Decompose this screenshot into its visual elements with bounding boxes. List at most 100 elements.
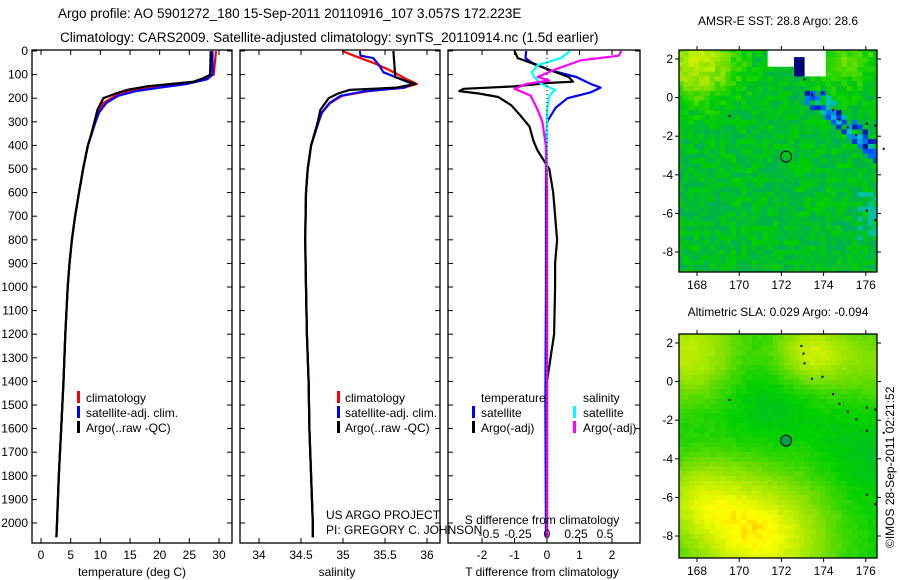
map-cell bbox=[762, 264, 769, 270]
map-cell bbox=[815, 254, 821, 261]
map-cell bbox=[867, 394, 874, 400]
map-cell bbox=[867, 461, 874, 468]
map-cell bbox=[857, 365, 864, 371]
map-cell bbox=[783, 100, 790, 106]
map-cell bbox=[714, 408, 721, 414]
map-cell bbox=[751, 485, 758, 492]
map-cell bbox=[736, 432, 742, 439]
map-cell bbox=[873, 206, 877, 212]
map-cell bbox=[794, 129, 800, 135]
map-cell bbox=[788, 538, 795, 545]
map-cell bbox=[693, 168, 700, 174]
island-coastline bbox=[874, 503, 877, 506]
map-cell bbox=[788, 418, 795, 424]
map-cell bbox=[767, 389, 774, 395]
map-cell bbox=[746, 76, 753, 82]
map-cell bbox=[699, 264, 705, 270]
map-cell bbox=[709, 76, 716, 82]
map-cell bbox=[730, 534, 737, 540]
map-cell bbox=[788, 529, 795, 535]
map-cell bbox=[820, 384, 827, 390]
map-cell bbox=[683, 389, 690, 395]
map-cell bbox=[830, 408, 837, 414]
map-cell bbox=[852, 379, 858, 385]
island-coastline bbox=[810, 377, 813, 380]
map-cell bbox=[825, 134, 832, 140]
map-cell bbox=[809, 389, 816, 395]
map-cell bbox=[709, 480, 716, 487]
map-cell bbox=[720, 365, 726, 371]
map-cell bbox=[767, 456, 774, 463]
map-cell bbox=[862, 350, 869, 357]
map-cell bbox=[778, 90, 785, 97]
map-cell bbox=[767, 201, 774, 208]
map-cell bbox=[757, 119, 763, 126]
map-cell bbox=[852, 206, 858, 212]
legend-swatch-climatology bbox=[77, 391, 80, 403]
map-cell bbox=[720, 500, 726, 506]
map-cell bbox=[830, 259, 837, 266]
map-cell bbox=[799, 418, 806, 424]
map-cell bbox=[873, 345, 877, 352]
map-cell bbox=[688, 490, 695, 496]
map-cell bbox=[830, 360, 837, 366]
map-cell bbox=[825, 158, 832, 164]
map-cell bbox=[788, 447, 795, 453]
map-cell bbox=[852, 543, 858, 550]
map-cell bbox=[778, 50, 785, 53]
map-cell bbox=[714, 216, 721, 222]
map-cell bbox=[730, 119, 737, 126]
map-cell bbox=[862, 389, 869, 395]
map-cell bbox=[751, 100, 758, 106]
map-cell bbox=[741, 345, 748, 352]
map-cell bbox=[725, 254, 732, 261]
map-cell bbox=[825, 408, 832, 414]
map-cell bbox=[815, 245, 821, 251]
map-cell bbox=[862, 105, 869, 111]
map-cell bbox=[830, 495, 837, 501]
map-cell bbox=[683, 543, 690, 550]
map-cell bbox=[683, 50, 690, 53]
map-cell bbox=[720, 254, 726, 261]
map-cell bbox=[862, 509, 869, 516]
map-cell bbox=[683, 529, 690, 535]
map-cell bbox=[772, 427, 779, 434]
island-coastline bbox=[800, 60, 803, 63]
map-cell bbox=[688, 403, 695, 410]
map-cell bbox=[699, 158, 705, 164]
map-cell bbox=[772, 365, 779, 371]
map-cell bbox=[757, 447, 763, 453]
map-cell bbox=[852, 529, 858, 535]
map-cell bbox=[846, 334, 853, 337]
map-cell bbox=[852, 524, 858, 530]
map-cell bbox=[741, 403, 748, 410]
map-cell bbox=[746, 490, 753, 496]
map-cell bbox=[836, 524, 843, 530]
map-cell bbox=[783, 201, 790, 208]
map-cell bbox=[815, 168, 821, 174]
map-cell bbox=[794, 192, 800, 198]
map-cell bbox=[704, 334, 711, 337]
map-cell bbox=[772, 216, 779, 222]
map-cell bbox=[820, 500, 827, 506]
map-cell bbox=[825, 66, 832, 73]
map-cell bbox=[873, 394, 877, 400]
map-cell bbox=[857, 129, 864, 135]
map-cell bbox=[704, 240, 711, 246]
map-cell bbox=[762, 374, 769, 381]
map-cell bbox=[815, 447, 821, 453]
map-cell bbox=[794, 110, 800, 116]
map-cell bbox=[794, 264, 800, 270]
map-cell bbox=[815, 134, 821, 140]
map-cell bbox=[762, 485, 769, 492]
map-cell bbox=[699, 548, 705, 554]
map-cell bbox=[757, 158, 763, 164]
map-cell bbox=[867, 95, 874, 101]
map-cell bbox=[794, 350, 800, 357]
map-cell bbox=[688, 225, 695, 232]
map-cell bbox=[846, 365, 853, 371]
map-cell bbox=[862, 119, 869, 126]
map-cell bbox=[688, 466, 695, 472]
map-cell bbox=[809, 134, 816, 140]
map-cell bbox=[720, 182, 726, 188]
